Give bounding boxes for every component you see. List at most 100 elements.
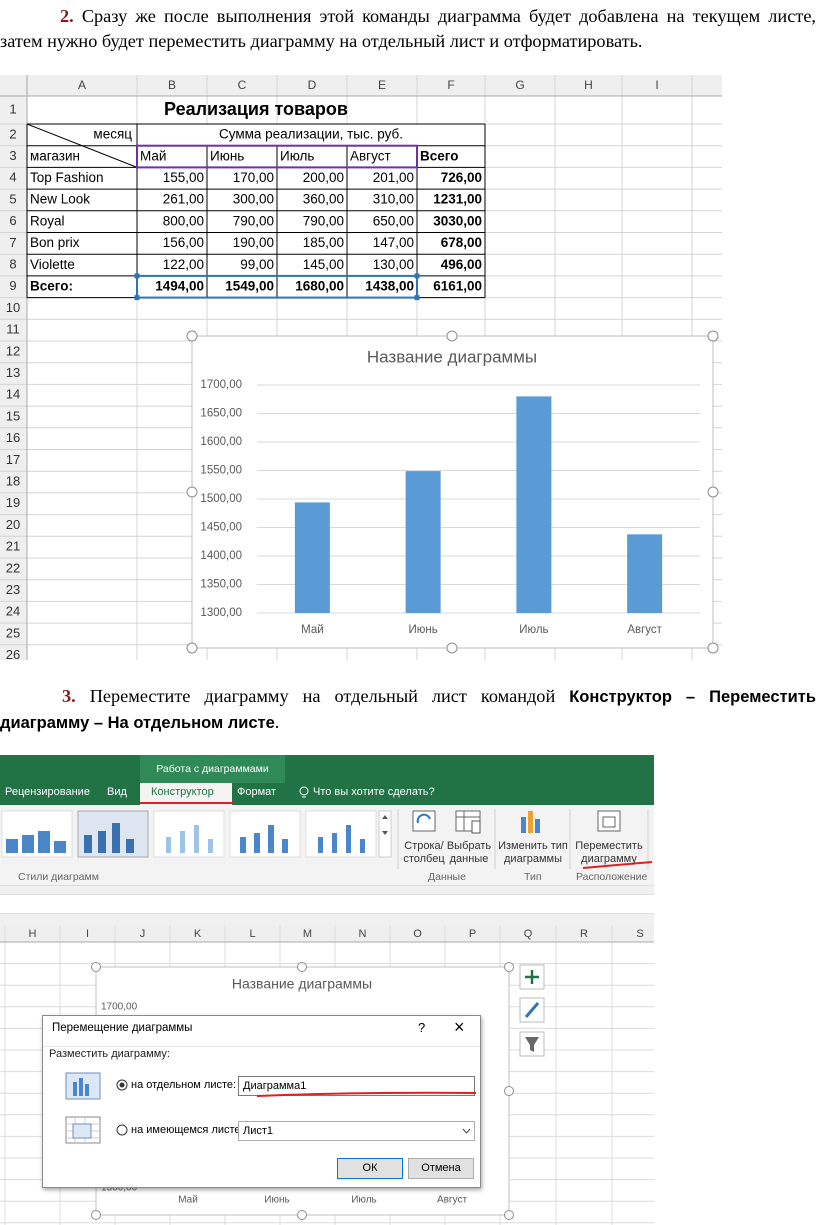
ribbon-button[interactable]: Строка/столбец bbox=[400, 840, 448, 866]
tab[interactable]: Конструктор bbox=[151, 786, 214, 798]
value-cell: 790,00 bbox=[303, 213, 344, 228]
value-cell: 99,00 bbox=[240, 257, 274, 272]
ribbon-button[interactable]: Переместить диаграмму bbox=[571, 840, 647, 866]
value-cell: 1438,00 bbox=[365, 278, 414, 293]
group-label: Данные bbox=[428, 871, 466, 883]
resize-handle bbox=[707, 642, 719, 654]
button-line: диаграммы bbox=[504, 853, 562, 865]
store-cell: Bon prix bbox=[30, 235, 80, 250]
header-cell: Всего bbox=[420, 148, 458, 163]
red-underline bbox=[140, 802, 234, 804]
resize-handle bbox=[504, 1210, 514, 1220]
y-tick-label: 1650,00 bbox=[200, 408, 242, 420]
value-cell: 310,00 bbox=[373, 192, 414, 207]
change-type-icon bbox=[521, 811, 540, 833]
close-button[interactable]: × bbox=[454, 1017, 465, 1037]
object-in-icon bbox=[65, 1116, 101, 1144]
button-line: Строка/ bbox=[404, 840, 444, 852]
sheet-select[interactable]: Лист1 bbox=[238, 1121, 475, 1141]
row-number: 12 bbox=[6, 343, 20, 358]
move-chart-icon bbox=[597, 810, 621, 832]
x-tick-label: Август bbox=[437, 1195, 468, 1206]
column-header: H bbox=[584, 78, 593, 92]
selection-handle bbox=[414, 273, 420, 279]
value-cell: 1680,00 bbox=[295, 278, 344, 293]
new-sheet-icon bbox=[65, 1072, 101, 1100]
resize-handle bbox=[707, 330, 719, 342]
ribbon-button[interactable]: Выбрать данные bbox=[446, 840, 492, 866]
row-number: 17 bbox=[6, 452, 20, 467]
resize-handle bbox=[297, 962, 307, 972]
value-cell: 147,00 bbox=[373, 235, 414, 250]
x-tick-label: Май bbox=[301, 624, 324, 636]
cancel-button[interactable]: Отмена bbox=[408, 1158, 474, 1179]
step-text: Сразу же после выполнения этой команды д… bbox=[0, 6, 816, 51]
ribbon-button[interactable]: Изменить тип диаграммы bbox=[496, 840, 570, 866]
row-number: 6 bbox=[9, 213, 16, 228]
red-underline bbox=[256, 1091, 477, 1097]
button-line: Выбрать bbox=[446, 840, 492, 852]
column-header: S bbox=[636, 928, 643, 940]
sheet-name-input[interactable]: Диаграмма1 bbox=[238, 1076, 475, 1096]
button-line: данные bbox=[449, 853, 489, 865]
resize-handle bbox=[91, 1210, 101, 1220]
context-group: Работа с диаграммами bbox=[140, 755, 285, 783]
ok-button[interactable]: ОК bbox=[337, 1158, 403, 1179]
y-tick-label: 1350,00 bbox=[200, 579, 242, 591]
search-box[interactable]: Что вы хотите сделать? bbox=[313, 786, 435, 798]
value-cell: 122,00 bbox=[163, 257, 204, 272]
row-number: 13 bbox=[6, 365, 20, 380]
ribbon-tabs-bar bbox=[0, 755, 654, 805]
value-cell: 170,00 bbox=[233, 170, 274, 185]
switch-row-column-icon bbox=[412, 810, 436, 832]
row-number: 8 bbox=[9, 256, 16, 271]
column-header: M bbox=[303, 928, 312, 940]
button-line: Переместить bbox=[575, 840, 643, 852]
header-cell: месяц bbox=[93, 127, 132, 142]
step-3-paragraph: 3. Переместите диаграмму на отдельный ли… bbox=[0, 684, 816, 736]
x-tick-label: Июнь bbox=[409, 624, 438, 636]
formula-bar bbox=[0, 894, 654, 914]
bar bbox=[516, 396, 552, 613]
row-number: 3 bbox=[9, 148, 16, 163]
tab[interactable]: Формат bbox=[237, 786, 277, 798]
header-cell: магазин bbox=[30, 148, 80, 163]
column-header: P bbox=[469, 928, 476, 940]
help-button[interactable]: ? bbox=[418, 1020, 426, 1035]
resize-handle bbox=[446, 642, 458, 654]
store-cell: Top Fashion bbox=[30, 170, 104, 185]
column-header: I bbox=[86, 928, 89, 940]
option-label: на отдельном листе: bbox=[131, 1079, 237, 1091]
column-header: D bbox=[308, 78, 317, 92]
row-number: 9 bbox=[9, 278, 16, 293]
radio-selected[interactable] bbox=[116, 1079, 128, 1091]
button-line: столбец bbox=[403, 853, 445, 865]
column-header: R bbox=[580, 928, 588, 940]
option-label: на имеющемся листе: bbox=[131, 1124, 244, 1136]
series-name-selection bbox=[136, 144, 418, 169]
value-cell: 156,00 bbox=[163, 235, 204, 250]
tab[interactable]: Вид bbox=[107, 786, 127, 798]
value-cell: 190,00 bbox=[233, 235, 274, 250]
store-cell: New Look bbox=[30, 192, 90, 207]
tab[interactable]: Рецензирование bbox=[5, 786, 90, 798]
column-header-bg bbox=[0, 925, 654, 942]
diagonal-border bbox=[26, 123, 138, 168]
step-number: 3. bbox=[62, 686, 76, 706]
move-chart-dialog: Перемещение диаграммы ? × Разместить диа… bbox=[42, 1015, 481, 1188]
group-label: Тип bbox=[524, 871, 542, 883]
store-cell: Violette bbox=[30, 257, 75, 272]
column-header: F bbox=[447, 78, 454, 92]
header-cell: Июль bbox=[280, 148, 314, 163]
row-number: 5 bbox=[9, 191, 16, 206]
dialog-prompt: Разместить диаграмму: bbox=[49, 1048, 170, 1060]
dialog-title: Перемещение диаграммы bbox=[52, 1022, 193, 1034]
y-tick-label: 1700,00 bbox=[200, 379, 242, 391]
column-header: B bbox=[168, 78, 176, 92]
chart-area bbox=[191, 335, 714, 649]
values-selection bbox=[136, 274, 418, 299]
radio[interactable] bbox=[116, 1124, 128, 1136]
resize-handle bbox=[446, 330, 458, 342]
x-tick-label: Июнь bbox=[264, 1195, 289, 1206]
value-cell: 3030,00 bbox=[433, 213, 482, 228]
